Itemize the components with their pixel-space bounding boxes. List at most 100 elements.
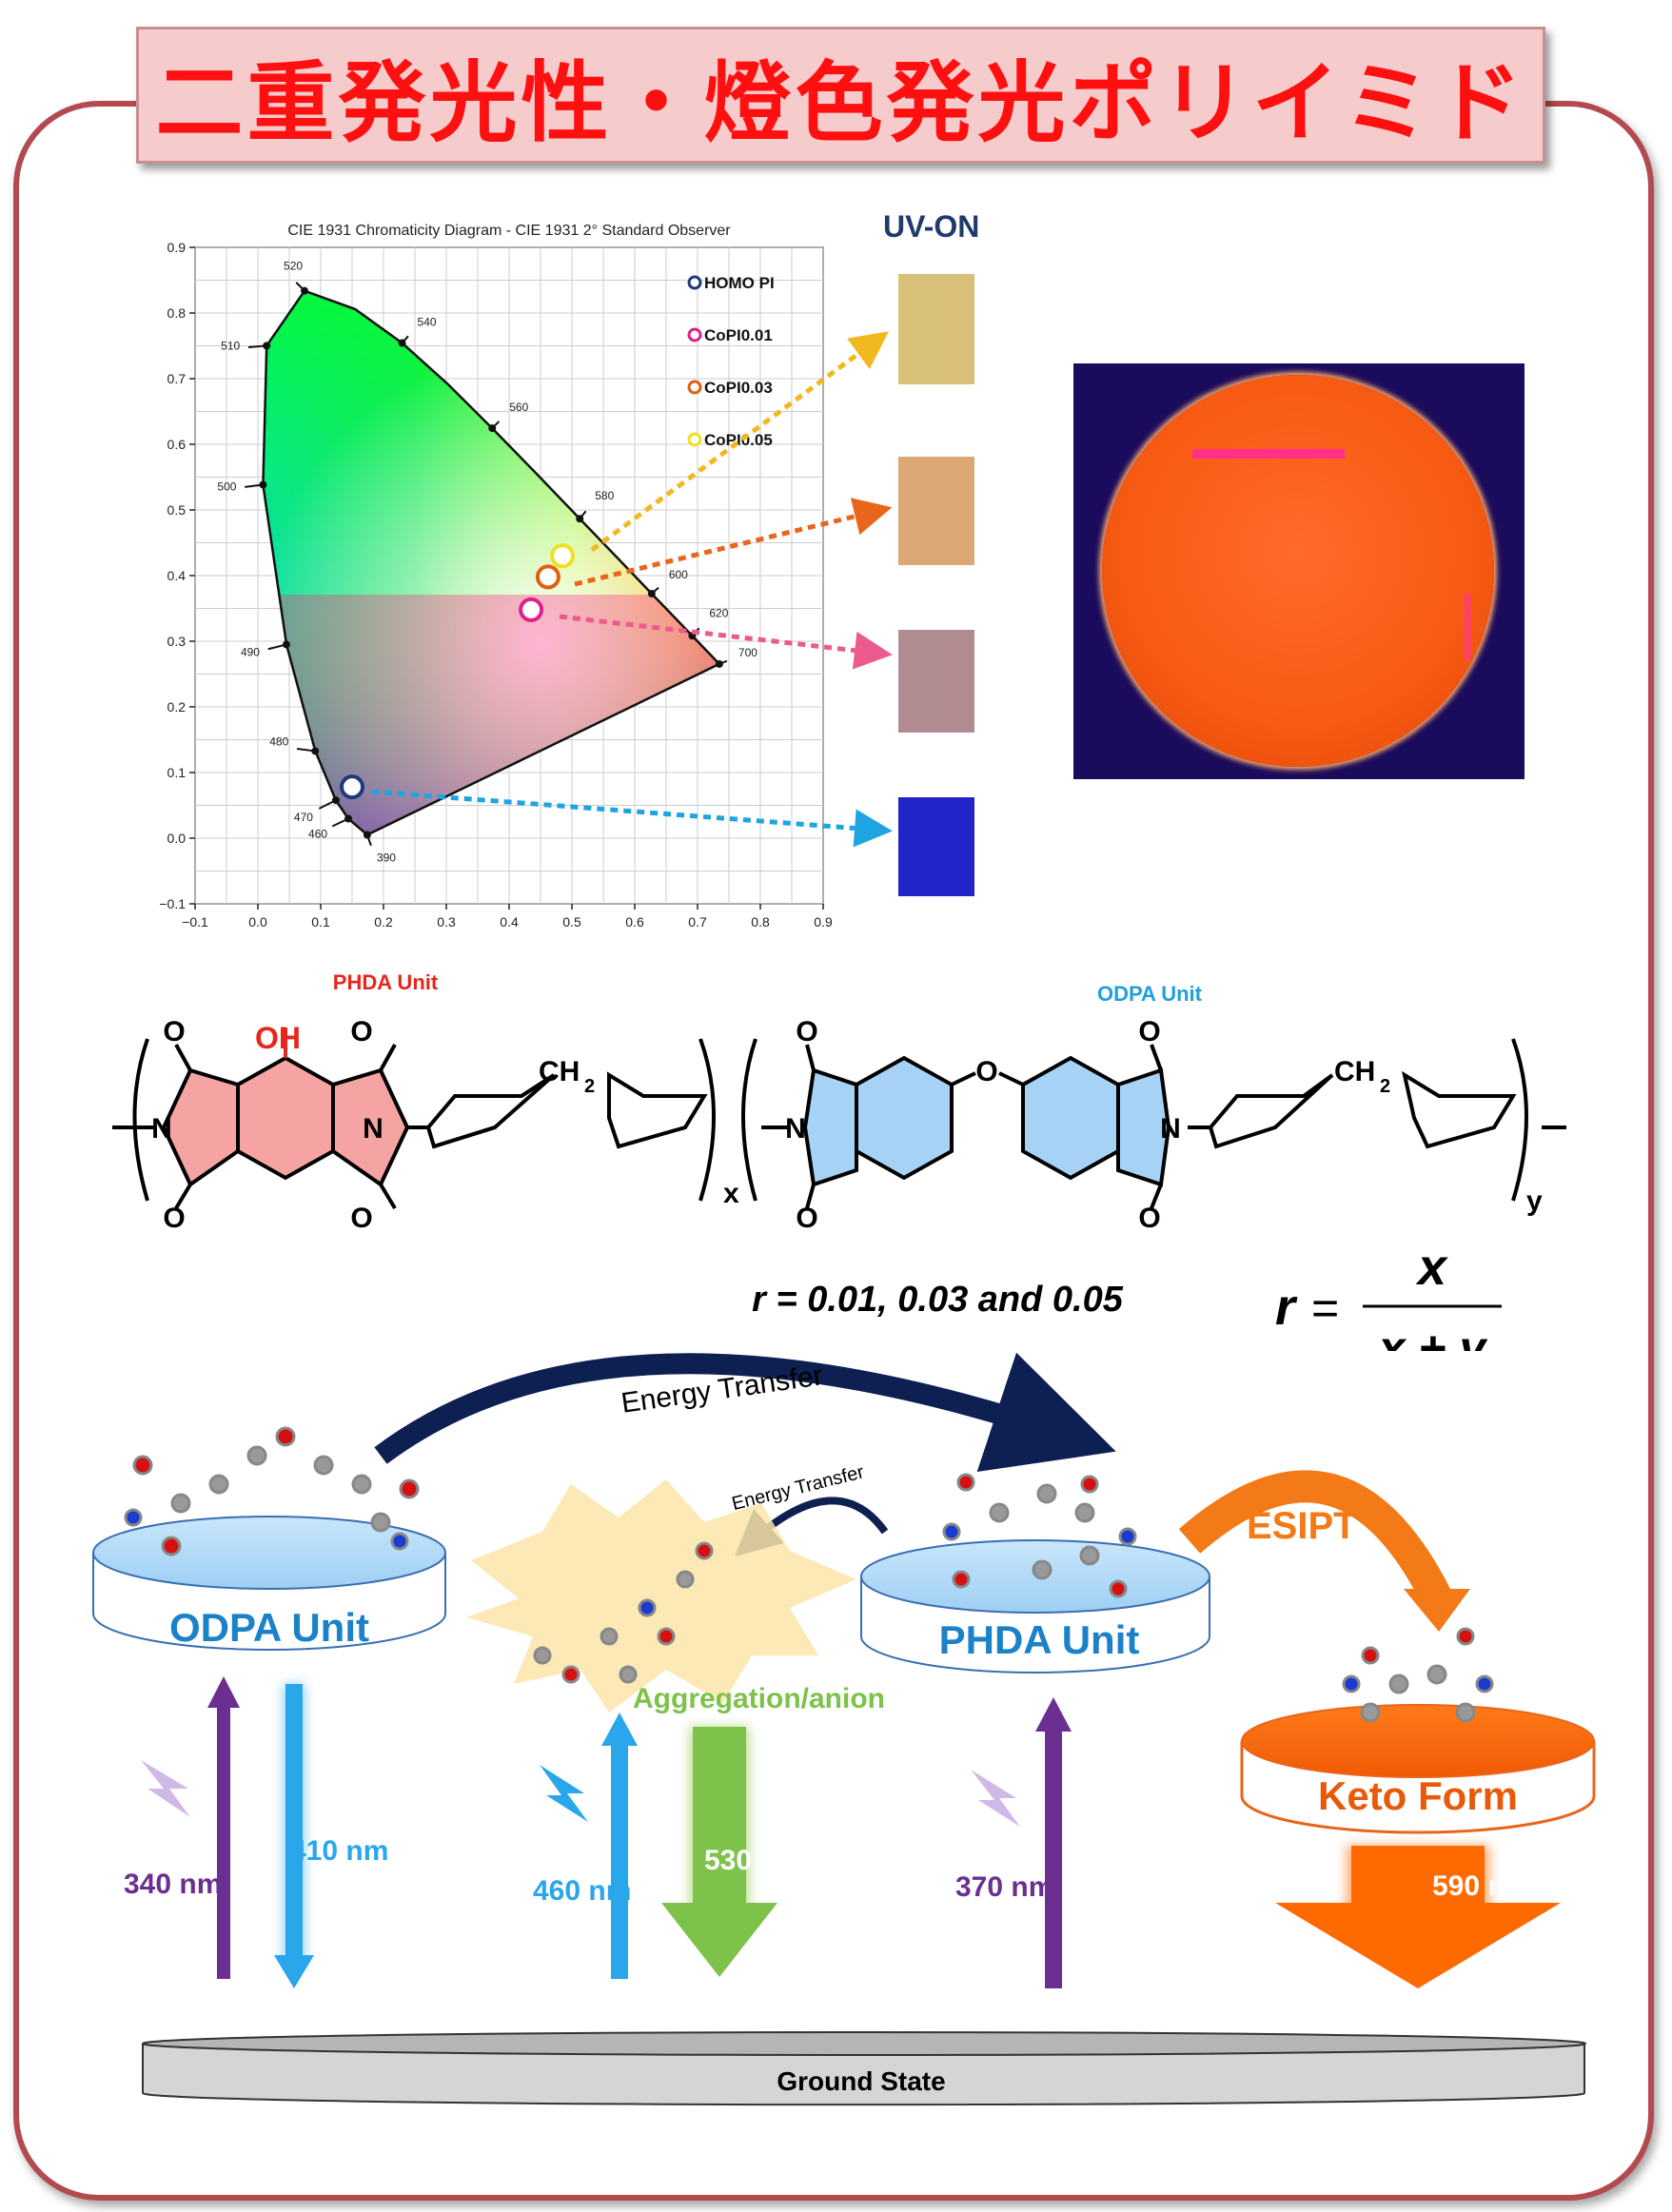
wl-370-label: 370 nm	[955, 1871, 1053, 1903]
svg-text:O: O	[1138, 1016, 1160, 1047]
odpa-transitions: 340 nm 410 nm	[124, 1676, 388, 1988]
ch2-label-left: CH	[539, 1056, 580, 1087]
svg-text:O: O	[796, 1016, 817, 1047]
film-swatch-copi001	[898, 630, 974, 733]
locus-wavelength-label: 480	[269, 734, 288, 748]
data-point	[550, 543, 576, 569]
cie-chart: 390 460 470 480 490 500 510 520 540 560 580 600 620 7…	[159, 223, 833, 930]
svg-text:2: 2	[1380, 1076, 1390, 1097]
x-tick-label: 0.2	[374, 914, 393, 930]
arrow-copi005	[590, 331, 890, 553]
x-tick-label: 0.6	[625, 914, 644, 930]
odpa-core: N O N O O O O	[761, 1016, 1210, 1234]
locus-wavelength-label: 470	[294, 811, 313, 824]
svg-text:O: O	[975, 1056, 997, 1087]
keto-form-label: Keto Form	[1318, 1773, 1518, 1818]
orange-emission-photo	[1073, 363, 1524, 779]
wl-340-label: 340 nm	[124, 1869, 222, 1900]
locus-wavelength-label: 460	[308, 828, 327, 841]
legend-label: CoPI0.01	[704, 326, 773, 344]
left-bicyclohexyl: CH 2 x	[425, 1056, 739, 1209]
locus-wavelength-label: 510	[221, 339, 240, 352]
film-swatch-homo-pi	[898, 797, 974, 896]
legend-label: CoPI0.03	[704, 379, 773, 397]
odpa-disk: ODPA Unit	[92, 1426, 446, 1651]
locus-wavelength-label: 600	[669, 568, 688, 581]
wl-590-label: 590 nm	[1432, 1870, 1530, 1902]
oh-group: OH	[255, 1021, 301, 1055]
legend: HOMO PI CoPI0.01 CoPI0.03 CoPI0.05	[687, 274, 775, 449]
ground-state-label: Ground State	[777, 2066, 945, 2096]
phda-disk-label: PHDA Unit	[939, 1617, 1140, 1662]
svg-text:O: O	[350, 1203, 372, 1234]
keto-molecule	[1342, 1627, 1494, 1723]
x-tick-label: 0.5	[562, 914, 581, 930]
locus-wavelength-label: 390	[377, 852, 396, 865]
pointer-arrows	[370, 331, 893, 848]
y-subscript: y	[1526, 1185, 1543, 1217]
legend-label: HOMO PI	[704, 274, 775, 292]
locus-wavelength-label: 700	[738, 646, 757, 659]
phda-disk: PHDA Unit	[860, 1473, 1210, 1674]
x-tick-label: −0.1	[182, 914, 208, 930]
svg-text:N: N	[1160, 1113, 1181, 1145]
locus-wavelength-label: 580	[595, 489, 614, 502]
ratio-formula: r = x x + y	[1275, 1239, 1502, 1351]
film-swatch-copi005	[898, 274, 974, 384]
spectral-locus	[262, 289, 721, 836]
svg-text:O: O	[796, 1203, 817, 1234]
y-tick-label: −0.1	[159, 896, 186, 911]
odpa-molecule	[124, 1426, 420, 1556]
odpa-unit-label: ODPA Unit	[1097, 982, 1203, 1006]
locus-wavelength-label: 560	[509, 401, 528, 414]
svg-text:x: x	[1415, 1239, 1448, 1296]
arrow-copi003	[574, 498, 893, 587]
phda-transitions: 370 nm	[955, 1697, 1072, 1988]
svg-text:x + y: x + y	[1376, 1321, 1488, 1351]
y-tick-label: 0.6	[167, 437, 187, 452]
locus-ticks: 390 460 470 480 490 500 510 520 540 560 580 600 620 7…	[217, 260, 757, 865]
y-tick-label: 0.5	[167, 502, 187, 518]
aggregation-label: Aggregation/anion	[633, 1683, 885, 1714]
y-tick-label: 0.2	[167, 699, 187, 714]
title-banner: 二重発光性・燈色発光ポリイミド	[136, 27, 1545, 164]
x-tick-label: 0.7	[688, 914, 707, 930]
data-point	[340, 774, 364, 800]
glowing-film-disk	[1102, 375, 1494, 767]
legend-marker	[687, 380, 702, 395]
legend-marker	[687, 275, 702, 290]
phda-unit-label: PHDA Unit	[333, 970, 439, 994]
locus-wavelength-label: 520	[284, 260, 303, 273]
svg-text:O: O	[350, 1016, 372, 1047]
data-point	[535, 564, 561, 590]
legend-label: CoPI0.05	[704, 431, 773, 449]
data-points	[340, 543, 576, 800]
film-swatch-copi003	[898, 457, 974, 565]
phda-molecule	[942, 1473, 1137, 1598]
aggregation-transitions: 460 nm 530 nm	[533, 1713, 802, 1979]
y-tick-label: 0.9	[167, 240, 187, 255]
esipt-label: ESIPT	[1247, 1505, 1357, 1547]
y-tick-label: 0.3	[167, 634, 187, 649]
y-tick-label: 0.8	[167, 305, 187, 321]
data-point	[519, 597, 544, 622]
x-tick-label: 0.1	[311, 914, 330, 930]
svg-text:O: O	[163, 1016, 185, 1047]
y-tick-label: 0.0	[167, 831, 187, 846]
ground-state-platform: Ground State	[142, 2031, 1586, 2106]
svg-text:O: O	[163, 1203, 185, 1234]
locus-wavelength-label: 490	[241, 645, 260, 658]
chart-title: CIE 1931 Chromaticity Diagram - CIE 1931…	[287, 223, 731, 239]
odpa-disk-label: ODPA Unit	[169, 1605, 369, 1650]
wl-460-label: 460 nm	[533, 1875, 631, 1907]
energy-diagram: Energy Transfer Energy Transfer ESIPT OD…	[92, 1352, 1596, 2106]
y-tick-label: 0.7	[167, 371, 187, 386]
keto-disk: Keto Form	[1240, 1627, 1596, 1834]
locus-wavelength-label: 500	[217, 480, 236, 494]
x-tick-label: 0.9	[814, 914, 833, 930]
x-subscript: x	[723, 1178, 739, 1209]
aggregation-burst: Aggregation/anion	[466, 1479, 885, 1714]
esipt-arrow	[1178, 1470, 1452, 1606]
arrow-homo-pi	[370, 789, 893, 848]
svg-text:O: O	[1138, 1203, 1160, 1234]
